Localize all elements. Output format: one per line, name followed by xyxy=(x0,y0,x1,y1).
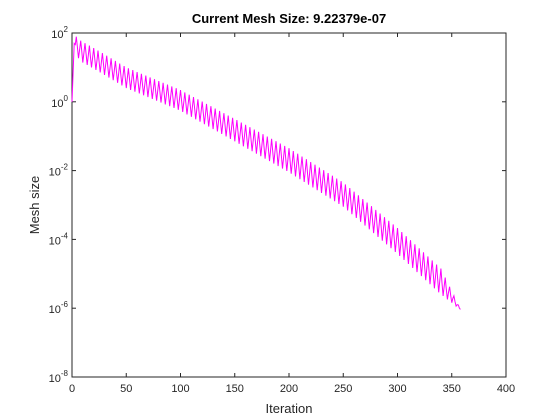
x-tick-label: 0 xyxy=(69,383,75,395)
y-tick-label: 10-4 xyxy=(49,231,69,247)
y-tick-label: 100 xyxy=(51,94,68,110)
x-tick-label: 300 xyxy=(388,383,406,395)
x-tick-label: 50 xyxy=(120,383,132,395)
y-axis-label: Mesh size xyxy=(27,176,42,235)
x-tick-label: 200 xyxy=(280,383,298,395)
y-axis: 10-8 10-6 10-4 10-2 100 102 xyxy=(49,25,506,385)
y-tick-label: 10-8 xyxy=(49,369,69,385)
plot-area xyxy=(71,32,507,378)
x-axis: 0 50 100 150 200 250 300 350 400 xyxy=(69,33,515,395)
x-tick-label: 250 xyxy=(334,383,352,395)
x-tick-label: 100 xyxy=(171,383,189,395)
y-tick-label: 10-2 xyxy=(49,163,69,179)
mesh-size-series-line xyxy=(71,36,461,310)
x-tick-label: 350 xyxy=(443,383,461,395)
chart-title: Current Mesh Size: 9.22379e-07 xyxy=(192,11,386,26)
y-tick-label: 102 xyxy=(51,25,68,41)
x-tick-label: 150 xyxy=(226,383,244,395)
x-tick-label: 400 xyxy=(497,383,515,395)
y-tick-label: 10-6 xyxy=(49,300,69,316)
x-axis-label: Iteration xyxy=(266,401,313,416)
